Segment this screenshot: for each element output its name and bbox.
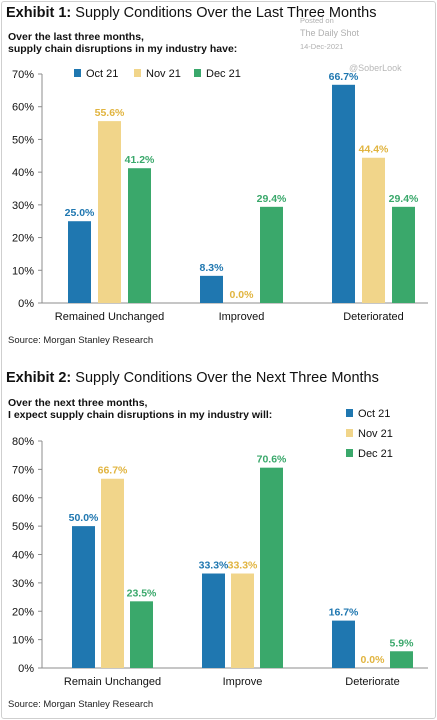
watermark-posted-on: Posted on <box>299 16 334 25</box>
exhibit1-subtitle-line2: supply chain disruptions in my industry … <box>8 43 238 55</box>
exhibit2-ytick-label: 10% <box>12 635 34 647</box>
exhibit2-legend-swatch-nov <box>346 429 353 437</box>
exhibit1-title-bold: Exhibit 1: <box>6 5 72 21</box>
exhibit1-data-label-nov-1: 55.6% <box>95 107 125 119</box>
exhibit2-data-label-nov-1: 66.7% <box>98 465 128 477</box>
exhibit2-bar-dec-1 <box>130 601 153 668</box>
exhibit2-bar-oct-3 <box>332 620 355 668</box>
exhibit1-bar-oct-1 <box>68 221 91 303</box>
exhibit1-bar-dec-1 <box>128 168 151 303</box>
exhibit1-ytick-label: 10% <box>12 265 34 277</box>
exhibit2-category-label: Improve <box>223 676 263 688</box>
exhibit2-bar-nov-2 <box>231 573 254 668</box>
exhibit1-legend-swatch-nov <box>134 69 141 77</box>
exhibit2-legend-swatch-dec <box>346 449 353 457</box>
exhibit2-subtitle-line1: Over the next three months, <box>8 397 148 409</box>
exhibit2-bar-dec-2 <box>260 467 283 668</box>
exhibit2-subtitle-line2: I expect supply chain disruptions in my … <box>8 409 273 421</box>
exhibit2-legend-label-oct: Oct 21 <box>358 408 390 420</box>
exhibit1-data-label-nov-3: 44.4% <box>359 144 389 156</box>
exhibit1-bar-dec-3 <box>392 206 415 303</box>
exhibit2-category-label: Remain Unchanged <box>64 676 161 688</box>
exhibit2-bar-oct-2 <box>202 573 225 668</box>
exhibit1-subtitle: Over the last three months, supply chain… <box>8 31 237 55</box>
exhibit2-ytick-label: 70% <box>12 464 34 476</box>
exhibit1-legend-label-oct: Oct 21 <box>86 68 118 80</box>
exhibit1-bar-nov-1 <box>98 121 121 303</box>
exhibit2-ytick-label: 40% <box>12 550 34 562</box>
watermark-handle: @SoberLook <box>349 63 402 73</box>
exhibit1-ytick-label: 40% <box>12 167 34 179</box>
exhibit2-bar-nov-1 <box>101 478 124 668</box>
exhibit1-data-label-dec-3: 29.4% <box>389 193 419 205</box>
exhibit2-title: Exhibit 2: Supply Conditions Over the Ne… <box>6 370 379 386</box>
exhibit2-legend-swatch-oct <box>346 409 353 417</box>
exhibit1-subtitle-line1: Over the last three months, <box>8 31 144 43</box>
exhibit2-title-text: Supply Conditions Over the Next Three Mo… <box>75 370 379 386</box>
exhibit2-ytick-label: 50% <box>12 521 34 533</box>
exhibit1-chart: 0% 10% 20% 30% 40% 50% 60% 70% 25.0% 55.6% 41.2% Re… <box>12 68 428 323</box>
exhibit1-category-label: Remained Unchanged <box>55 311 164 323</box>
exhibit1-title: Exhibit 1: Supply Conditions Over the La… <box>6 5 376 21</box>
exhibit1-legend-label-dec: Dec 21 <box>206 68 241 80</box>
exhibit1-legend-swatch-dec <box>194 69 201 77</box>
exhibit2-category-label: Deteriorate <box>345 676 399 688</box>
watermark: Posted on The Daily Shot 14-Dec-2021 <box>300 14 359 53</box>
exhibit1-ytick-label: 20% <box>12 233 34 245</box>
exhibit1-data-label-dec-2: 29.4% <box>257 193 287 205</box>
exhibit1-ytick-label: 0% <box>18 298 34 310</box>
exhibit1-data-label-nov-2: 0.0% <box>230 289 255 301</box>
exhibit1-ytick-label: 70% <box>12 69 34 81</box>
exhibit2-data-label-dec-3: 5.9% <box>390 637 415 649</box>
exhibit2-data-label-oct-1: 50.0% <box>69 512 99 524</box>
exhibit1-data-label-oct-3: 66.7% <box>329 71 359 83</box>
exhibit1-ytick-label: 30% <box>12 200 34 212</box>
exhibit2-title-bold: Exhibit 2: <box>6 370 72 386</box>
exhibit1-category-label: Improved <box>219 311 265 323</box>
exhibit1-ytick-label: 50% <box>12 134 34 146</box>
exhibit2-ytick-label: 30% <box>12 578 34 590</box>
exhibit1-ytick-label: 60% <box>12 102 34 114</box>
exhibit1-title-text: Supply Conditions Over the Last Three Mo… <box>75 5 377 21</box>
exhibit2-ytick-label: 20% <box>12 606 34 618</box>
exhibit1-bar-dec-2 <box>260 206 283 303</box>
exhibit2-data-label-oct-3: 16.7% <box>329 607 359 619</box>
exhibit2-bar-dec-3 <box>390 651 413 668</box>
exhibit1-bar-oct-2 <box>200 275 223 303</box>
exhibit2-legend-label-nov: Nov 21 <box>358 428 393 440</box>
exhibit1-bar-nov-3 <box>362 157 385 303</box>
exhibit1-legend-swatch-oct <box>74 69 81 77</box>
exhibit2-data-label-nov-3: 0.0% <box>361 654 386 666</box>
exhibit2-ytick-label: 0% <box>18 663 34 675</box>
watermark-site: The Daily Shot <box>299 28 359 38</box>
exhibit1-source: Source: Morgan Stanley Research <box>8 335 154 346</box>
exhibit1-data-label-dec-1: 41.2% <box>125 154 155 166</box>
exhibit2-bar-oct-1 <box>72 526 95 668</box>
exhibit2-source: Source: Morgan Stanley Research <box>8 699 154 710</box>
exhibit2-legend-label-dec: Dec 21 <box>358 448 393 460</box>
exhibit2-ytick-label: 60% <box>12 493 34 505</box>
exhibit2-data-label-oct-2: 33.3% <box>199 560 229 572</box>
exhibit2-ytick-label: 80% <box>12 436 34 448</box>
watermark-date: 14-Dec-2021 <box>299 42 344 51</box>
exhibit1-category-label: Deteriorated <box>343 311 404 323</box>
exhibit2-data-label-dec-1: 23.5% <box>127 587 157 599</box>
exhibit1-data-label-oct-2: 8.3% <box>200 262 225 274</box>
exhibit2-subtitle: Over the next three months, I expect sup… <box>8 397 272 421</box>
exhibit2-data-label-dec-2: 70.6% <box>257 454 287 466</box>
exhibit2-data-label-nov-2: 33.3% <box>228 560 258 572</box>
exhibit1-bar-oct-3 <box>332 84 355 303</box>
exhibit1-data-label-oct-1: 25.0% <box>65 207 95 219</box>
exhibit1-legend-label-nov: Nov 21 <box>146 68 181 80</box>
